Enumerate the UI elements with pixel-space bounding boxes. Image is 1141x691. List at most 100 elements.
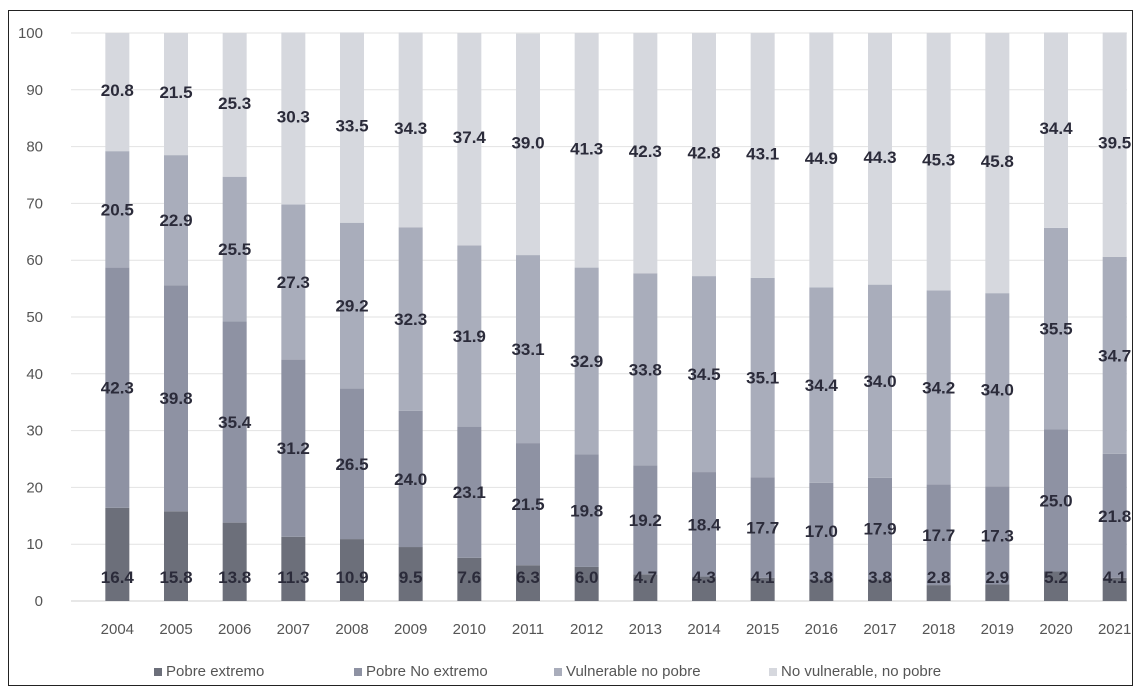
data-label: 17.7	[922, 526, 955, 545]
data-label: 34.4	[1039, 119, 1073, 138]
x-tick-label: 2008	[335, 621, 368, 638]
bar-2009-series-0	[398, 547, 423, 601]
x-tick-label: 2010	[453, 621, 486, 638]
bar-2011-series-0	[516, 565, 540, 601]
bar-2004-series-0	[105, 507, 130, 601]
bar-2019-series-1	[985, 486, 1010, 585]
data-label: 34.7	[1098, 346, 1131, 365]
bar-2015-series-2	[750, 277, 775, 478]
bar-2013-series-3	[633, 33, 658, 274]
x-tick-label: 2005	[159, 621, 192, 638]
data-label: 29.2	[335, 297, 368, 316]
data-label: 21.5	[159, 83, 192, 102]
bar-2020-series-0	[1044, 571, 1068, 601]
data-label: 4.1	[751, 568, 775, 587]
legend-swatch-2	[554, 668, 562, 676]
legend-label: Pobre extremo	[166, 663, 264, 680]
data-label: 15.8	[159, 568, 192, 587]
x-tick-label: 2020	[1039, 621, 1072, 638]
x-tick-label: 2021	[1098, 621, 1131, 638]
bar-2008-series-0	[340, 539, 364, 601]
y-tick-label: 80	[26, 139, 43, 156]
data-label: 27.3	[277, 273, 310, 292]
bar-2011-series-1	[516, 443, 540, 566]
bar-2017-series-3	[868, 33, 892, 285]
data-label: 22.9	[159, 211, 192, 230]
bar-2005-series-2	[164, 155, 188, 286]
bar-2005-series-0	[164, 511, 188, 601]
data-label: 3.8	[868, 568, 892, 587]
bar-2017-series-2	[868, 284, 892, 478]
bar-2007-series-0	[281, 536, 306, 601]
data-label: 42.3	[629, 142, 662, 161]
bar-2008-series-1	[340, 388, 364, 540]
x-tick-label: 2019	[981, 621, 1014, 638]
stacked-bar-chart: 0 10 20 30 40 50 60 70 80 90 100 2004 16.4 42.3 20.5 20…	[18, 25, 1131, 680]
data-label: 21.8	[1098, 507, 1131, 526]
x-tick-label: 2012	[570, 621, 603, 638]
bar-2019-series-0	[985, 584, 1010, 601]
bar-2020-series-3	[1044, 32, 1068, 228]
legend-swatch-1	[354, 668, 362, 676]
bar-2015-series-3	[750, 33, 775, 278]
bar-2016-series-2	[809, 287, 834, 483]
data-label: 33.5	[335, 117, 368, 136]
bar-2010-series-2	[457, 245, 482, 427]
bar-2019-series-2	[985, 293, 1010, 487]
data-label: 34.4	[805, 376, 839, 395]
bar-2016-series-3	[809, 32, 834, 288]
data-label: 42.3	[101, 379, 134, 398]
data-label: 32.3	[394, 310, 427, 329]
data-label: 39.8	[159, 389, 192, 408]
x-tick-label: 2006	[218, 621, 251, 638]
bar-2004-series-2	[105, 151, 130, 268]
chart-frame: 0 10 20 30 40 50 60 70 80 90 100 2004 16.4 42.3 20.5 20…	[8, 10, 1133, 686]
bar-2018-series-0	[926, 585, 951, 601]
x-tick-label: 2017	[863, 621, 896, 638]
x-tick-label: 2007	[277, 621, 310, 638]
bar-2013-series-2	[633, 273, 658, 466]
bar-2006-series-3	[222, 33, 247, 177]
bar-2016-series-1	[809, 482, 834, 580]
data-label: 4.1	[1103, 568, 1127, 587]
bar-2008-series-2	[340, 222, 364, 389]
data-label: 26.5	[335, 455, 368, 474]
bar-2005-series-3	[164, 33, 188, 156]
data-label: 9.5	[399, 568, 423, 587]
data-label: 18.4	[687, 515, 721, 534]
bar-2010-series-0	[457, 557, 482, 601]
data-label: 35.5	[1039, 320, 1072, 339]
data-label: 35.4	[218, 413, 252, 432]
data-label: 21.5	[511, 495, 544, 514]
data-label: 7.6	[458, 568, 482, 587]
bar-2006-series-2	[222, 176, 247, 322]
legend-label: Pobre No extremo	[366, 663, 488, 680]
data-label: 34.0	[981, 381, 1014, 400]
data-label: 45.3	[922, 151, 955, 170]
bar-2007-series-3	[281, 32, 306, 205]
data-label: 20.5	[101, 200, 134, 219]
x-tick-label: 2016	[805, 621, 838, 638]
data-label: 6.3	[516, 568, 540, 587]
data-label: 39.0	[511, 133, 544, 152]
bar-2004-series-1	[105, 267, 130, 508]
bar-2021-series-1	[1102, 453, 1127, 578]
data-label: 3.8	[810, 568, 834, 587]
legend-label: No vulnerable, no pobre	[781, 663, 941, 680]
bar-2011-series-3	[516, 33, 540, 256]
x-tick-label: 2009	[394, 621, 427, 638]
data-label: 43.1	[746, 144, 779, 163]
data-label: 33.1	[511, 340, 544, 359]
data-label: 2.8	[927, 568, 951, 587]
legend-swatch-0	[154, 668, 162, 676]
bar-2021-series-2	[1102, 256, 1127, 454]
data-label: 25.5	[218, 240, 251, 259]
data-label: 34.5	[687, 365, 720, 384]
bar-2006-series-0	[222, 522, 247, 601]
bar-2008-series-3	[340, 32, 364, 223]
data-label: 31.2	[277, 439, 310, 458]
data-label: 37.4	[453, 128, 487, 147]
data-label: 31.9	[453, 327, 486, 346]
data-label: 25.0	[1039, 491, 1072, 510]
y-tick-label: 60	[26, 252, 43, 269]
